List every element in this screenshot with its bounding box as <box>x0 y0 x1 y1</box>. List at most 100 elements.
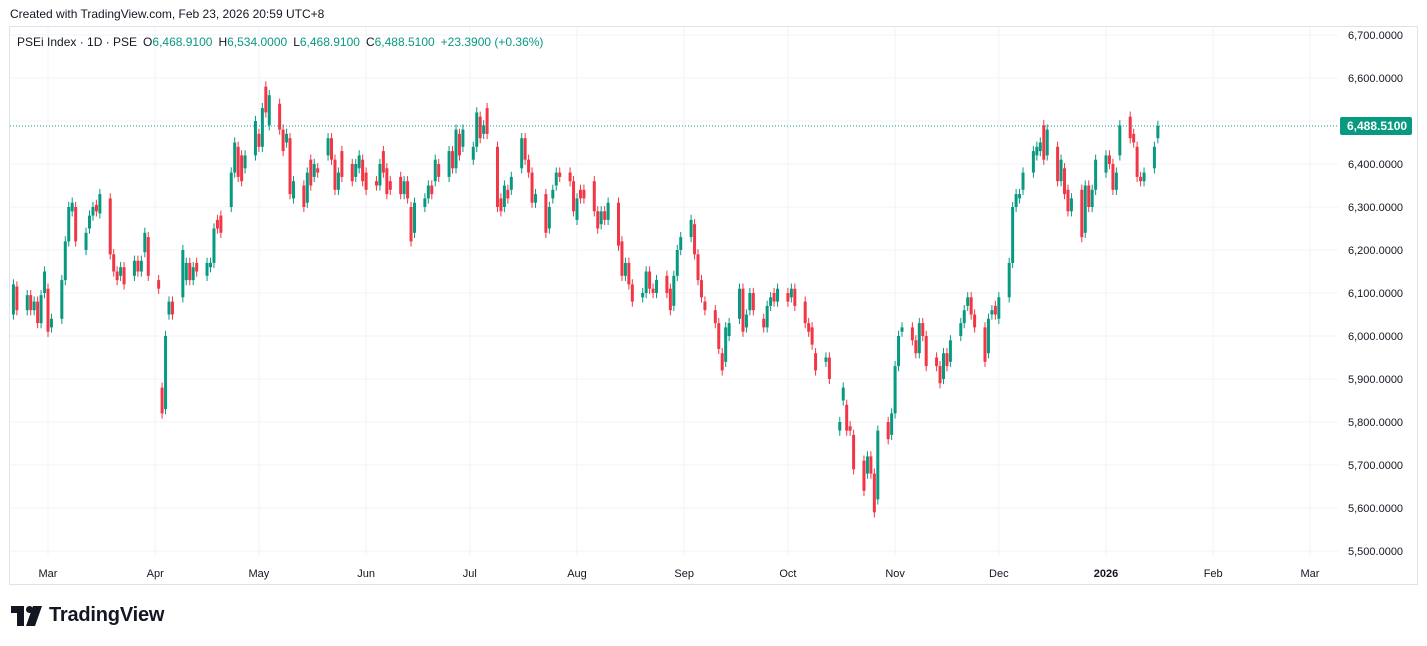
candle-up <box>305 167 309 208</box>
candle-down <box>786 287 790 307</box>
candle-body <box>942 353 946 379</box>
candle-body <box>748 293 752 311</box>
candle-up <box>689 214 693 243</box>
candle-down <box>146 231 150 281</box>
candle-up <box>132 255 136 281</box>
candle-down <box>381 145 385 178</box>
candle-body <box>433 159 437 182</box>
candle-down <box>921 317 925 342</box>
candle-body <box>890 413 894 435</box>
candle-body <box>1011 207 1015 263</box>
candle-body <box>357 155 361 169</box>
candle-body <box>233 142 237 173</box>
candle-down <box>406 176 410 204</box>
candle-body <box>305 172 309 203</box>
candle-down <box>409 201 413 247</box>
candle-up <box>412 197 416 238</box>
candle-down <box>94 199 98 217</box>
change-value: +23.3900 (+0.36%) <box>440 35 544 49</box>
candle-body <box>1107 155 1111 164</box>
candle-up <box>209 257 213 273</box>
candle-up <box>43 266 47 299</box>
x-tick-label: Mar <box>39 568 58 580</box>
candle-down <box>112 249 116 277</box>
candle-down <box>630 279 634 307</box>
candle-down <box>316 163 320 178</box>
candle-up <box>11 279 15 320</box>
candle-body <box>606 202 610 220</box>
candle-body <box>167 301 171 315</box>
candle-up <box>1031 145 1035 178</box>
candle-up <box>205 257 209 281</box>
candle-down <box>160 382 164 419</box>
candle-down <box>1132 128 1136 148</box>
candle-body <box>921 323 925 336</box>
candle-body <box>229 172 233 207</box>
candle-down <box>281 124 285 157</box>
candle-body <box>599 211 603 225</box>
candle-body <box>1132 133 1136 143</box>
candle-body <box>1035 146 1039 156</box>
candle-up <box>1021 167 1025 195</box>
last-price-label: 6,488.5100 <box>1347 119 1407 133</box>
candle-down <box>807 317 811 337</box>
candle-body <box>385 168 389 195</box>
candle-body <box>1014 194 1018 207</box>
candle-down <box>264 81 268 118</box>
candle-body <box>478 116 482 139</box>
candle-down <box>983 322 987 367</box>
candle-body <box>727 323 731 336</box>
candle-body <box>1152 146 1156 169</box>
candle-body <box>378 164 382 186</box>
candle-up <box>212 223 216 269</box>
candle-down <box>15 281 19 316</box>
close-value: 6,488.5100 <box>374 35 435 49</box>
candle-body <box>1111 164 1115 190</box>
candle-up <box>326 133 330 161</box>
candle-body <box>39 295 43 324</box>
candle-down <box>810 322 814 350</box>
candle-body <box>935 357 939 367</box>
y-tick-label: 6,700.0000 <box>1348 30 1403 42</box>
candle-body <box>43 271 47 293</box>
candle-body <box>530 172 534 203</box>
candle-body <box>1128 116 1132 139</box>
last-price-badge <box>1340 116 1412 135</box>
candle-body <box>164 336 168 410</box>
candle-up <box>997 292 1001 324</box>
close-label: C <box>365 35 375 49</box>
candle-up <box>143 227 147 258</box>
candle-body <box>1156 125 1160 139</box>
candle-body <box>962 310 966 324</box>
candle-down <box>527 154 531 178</box>
candle-up <box>838 416 842 436</box>
candle-body <box>98 194 102 214</box>
candle-body <box>209 262 213 268</box>
tradingview-brand[interactable]: TradingView <box>11 604 164 627</box>
candle-up <box>748 287 752 316</box>
candle-body <box>1007 262 1011 298</box>
candle-down <box>108 193 112 260</box>
candle-body <box>724 327 728 362</box>
candle-up <box>475 107 479 152</box>
candle-down <box>215 214 219 234</box>
candle-down <box>869 451 873 479</box>
candle-body <box>451 151 455 169</box>
candle-body <box>112 254 116 272</box>
candle-body <box>115 271 119 281</box>
candle-body <box>534 194 538 203</box>
x-tick-label: Sep <box>674 568 694 580</box>
candle-down <box>430 180 434 200</box>
candle-body <box>924 336 928 367</box>
candle-body <box>765 305 769 328</box>
candle-body <box>872 473 876 513</box>
candle-down <box>330 133 334 165</box>
candle-up <box>49 313 53 333</box>
candle-down <box>558 167 562 183</box>
candle-body <box>886 422 890 440</box>
candle-body <box>696 254 700 281</box>
candle-down <box>399 171 403 200</box>
x-tick-label: Jun <box>357 568 375 580</box>
x-tick-label: Feb <box>1204 568 1223 580</box>
